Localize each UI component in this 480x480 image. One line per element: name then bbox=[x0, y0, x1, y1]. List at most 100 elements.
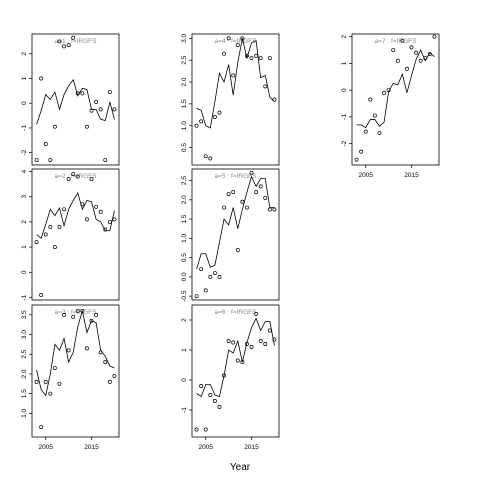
y-tick-label: -2 bbox=[21, 149, 28, 155]
observation-point bbox=[71, 172, 76, 176]
observation-point bbox=[212, 271, 217, 275]
observation-point bbox=[94, 204, 99, 209]
observation-point bbox=[212, 115, 217, 119]
observation-point bbox=[57, 39, 62, 44]
fitted-line bbox=[196, 38, 275, 129]
observation-point bbox=[62, 207, 67, 212]
observation-point bbox=[203, 288, 208, 293]
panel-frame bbox=[351, 33, 440, 166]
observation-point bbox=[382, 90, 387, 95]
observation-point bbox=[254, 53, 259, 58]
observation-point bbox=[103, 227, 108, 232]
y-tick-label: 2 bbox=[341, 34, 348, 38]
y-tick-label: 3 bbox=[21, 195, 28, 199]
observation-point bbox=[112, 107, 117, 112]
panel-6: a=3 : f=IRGFS 1.0 1.5 2.0 2.5 3.0 3.5 2005 2015 bbox=[21, 304, 120, 451]
y-tick-label: -1 bbox=[21, 294, 28, 300]
y-tick-label: 3.0 bbox=[21, 330, 28, 339]
y-tick-label: 1 bbox=[21, 245, 28, 249]
panel-title: a=1 : f=IRGFS bbox=[55, 38, 98, 45]
observation-point bbox=[75, 308, 80, 313]
observation-point bbox=[258, 339, 263, 343]
panel-title: a=7 : f=IRGFS bbox=[375, 38, 418, 45]
observation-point bbox=[57, 381, 62, 386]
observation-point bbox=[409, 45, 414, 50]
panel-title: a=3 : f=IRGFS bbox=[55, 309, 98, 316]
y-tick-label: 0.5 bbox=[181, 143, 188, 152]
fitted-line bbox=[196, 175, 275, 270]
x-tick-label: 2005 bbox=[39, 444, 54, 451]
panel-title: a=6 : f=IRGFS bbox=[215, 309, 258, 316]
observation-point bbox=[272, 337, 277, 342]
observation-point bbox=[391, 48, 396, 52]
observation-point bbox=[80, 91, 85, 96]
x-tick-label: 2015 bbox=[84, 444, 99, 451]
y-tick-label: 2 bbox=[181, 318, 188, 322]
observation-point bbox=[395, 58, 400, 63]
y-tick-label: 3.5 bbox=[21, 310, 28, 319]
panel-frame bbox=[191, 304, 280, 438]
y-tick-label: -1 bbox=[181, 407, 188, 413]
y-tick-label: 3.0 bbox=[181, 33, 188, 42]
observation-point bbox=[208, 393, 213, 397]
observation-point bbox=[222, 373, 227, 378]
panel-1: a=1 : f=IRGFS -2 -1 0 1 2 bbox=[21, 33, 120, 166]
panel-frame bbox=[31, 168, 120, 301]
panel-frame bbox=[31, 33, 120, 166]
observation-point bbox=[231, 340, 236, 345]
observation-point bbox=[249, 56, 254, 60]
observation-point bbox=[226, 192, 231, 196]
observation-point bbox=[254, 312, 259, 316]
observation-point bbox=[254, 190, 259, 195]
observation-point bbox=[43, 379, 48, 384]
observation-point bbox=[199, 384, 204, 388]
observation-point bbox=[386, 88, 391, 93]
x-tick-label: 2005 bbox=[359, 172, 374, 179]
y-tick-label: 2.0 bbox=[181, 77, 188, 86]
observation-point bbox=[48, 224, 53, 229]
observation-point bbox=[203, 154, 208, 159]
y-tick-label: 0 bbox=[21, 270, 28, 274]
y-tick-label: -1 bbox=[341, 114, 348, 120]
observation-point bbox=[235, 358, 240, 363]
observation-point bbox=[249, 170, 254, 175]
observation-point bbox=[208, 156, 213, 161]
fitted-line bbox=[356, 49, 435, 129]
observation-point bbox=[226, 36, 231, 41]
observation-point bbox=[194, 123, 199, 128]
observation-point bbox=[39, 76, 44, 81]
observation-point bbox=[418, 58, 423, 63]
observation-point bbox=[62, 312, 67, 317]
observation-point bbox=[52, 245, 57, 250]
observation-point bbox=[43, 232, 48, 237]
x-tick-label: 2005 bbox=[199, 444, 214, 451]
observation-point bbox=[404, 66, 409, 71]
observation-point bbox=[98, 209, 103, 214]
observation-point bbox=[98, 350, 103, 355]
observation-point bbox=[199, 267, 204, 272]
observation-point bbox=[39, 425, 44, 430]
observation-point bbox=[222, 51, 227, 56]
panel-title: a=5 : f=IRGFS bbox=[215, 173, 258, 180]
observation-point bbox=[263, 342, 268, 346]
observation-point bbox=[363, 129, 368, 134]
y-tick-label: 0 bbox=[341, 88, 348, 92]
panel-frame bbox=[191, 168, 280, 301]
observation-point bbox=[217, 274, 222, 279]
y-tick-label: 1.5 bbox=[21, 389, 28, 398]
observation-point bbox=[240, 360, 245, 364]
observation-point bbox=[231, 190, 236, 195]
observation-point bbox=[94, 100, 99, 104]
observation-point bbox=[43, 142, 48, 146]
y-tick-label: 2 bbox=[21, 220, 28, 224]
observation-point bbox=[62, 44, 67, 49]
y-tick-label: 1 bbox=[21, 76, 28, 80]
y-tick-label: 0 bbox=[181, 378, 188, 382]
panel-frame bbox=[191, 33, 280, 166]
observation-point bbox=[249, 345, 254, 349]
x-tick-label: 2015 bbox=[404, 172, 419, 179]
panel-4: a=2 : f=IRGFS -1 0 1 2 3 4 bbox=[21, 168, 120, 301]
observation-point bbox=[272, 207, 277, 212]
y-tick-label: 2.0 bbox=[21, 369, 28, 378]
observation-point bbox=[107, 90, 112, 95]
